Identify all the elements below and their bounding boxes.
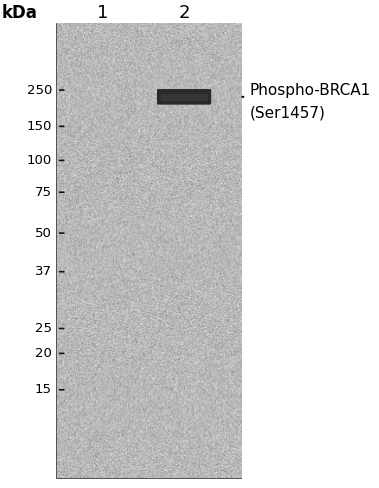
Text: 2: 2 xyxy=(179,4,190,22)
Text: 1: 1 xyxy=(97,4,108,22)
Text: 37: 37 xyxy=(35,265,52,278)
Text: 75: 75 xyxy=(35,186,52,199)
FancyBboxPatch shape xyxy=(57,24,241,478)
FancyBboxPatch shape xyxy=(161,94,208,101)
Text: 50: 50 xyxy=(35,226,52,240)
Text: Phospho-BRCA1: Phospho-BRCA1 xyxy=(249,82,371,98)
Text: 15: 15 xyxy=(35,383,52,396)
Text: 25: 25 xyxy=(35,322,52,335)
FancyBboxPatch shape xyxy=(157,89,211,104)
Text: kDa: kDa xyxy=(1,4,37,22)
Text: 250: 250 xyxy=(27,83,52,97)
Text: 100: 100 xyxy=(27,154,52,167)
Text: 20: 20 xyxy=(35,347,52,360)
Text: 150: 150 xyxy=(27,120,52,133)
Text: (Ser1457): (Ser1457) xyxy=(249,105,325,120)
